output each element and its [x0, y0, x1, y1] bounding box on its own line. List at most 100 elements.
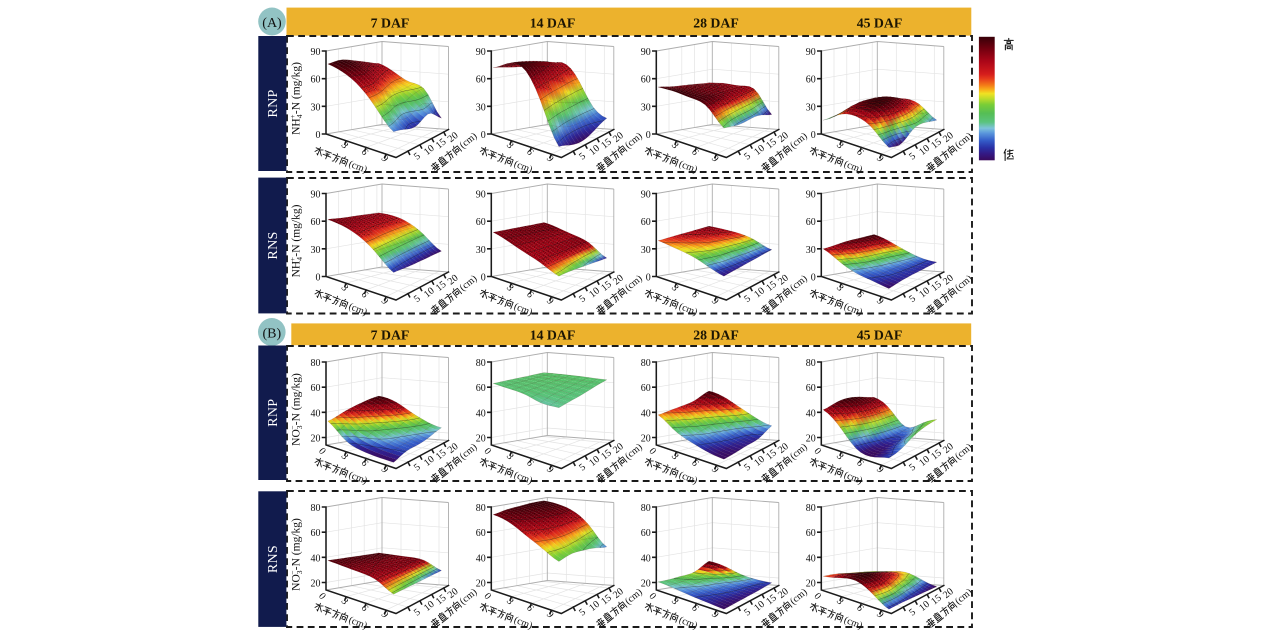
svg-text:(cm): (cm): [842, 159, 864, 176]
svg-text:20: 20: [476, 579, 486, 590]
svg-text:0: 0: [481, 130, 486, 141]
svg-text:60: 60: [476, 217, 486, 228]
svg-text:9: 9: [709, 610, 721, 621]
svg-text:3: 3: [339, 596, 351, 607]
svg-text:60: 60: [311, 383, 321, 394]
svg-text:5: 5: [742, 462, 753, 474]
svg-text:40: 40: [806, 553, 816, 564]
svg-text:40: 40: [641, 553, 651, 564]
svg-text:15: 15: [764, 448, 779, 463]
svg-text:20: 20: [311, 434, 321, 445]
svg-text:40: 40: [311, 553, 321, 564]
svg-text:10: 10: [917, 143, 932, 158]
svg-text:28 DAF: 28 DAF: [693, 328, 739, 343]
svg-text:90: 90: [311, 190, 321, 201]
svg-text:15: 15: [599, 448, 614, 463]
svg-text:14 DAF: 14 DAF: [530, 16, 576, 31]
svg-text:5: 5: [742, 607, 753, 619]
svg-text:30: 30: [641, 102, 651, 113]
svg-text:9: 9: [379, 465, 391, 476]
svg-text:10: 10: [752, 285, 767, 300]
svg-text:30: 30: [641, 245, 651, 256]
svg-text:5: 5: [577, 462, 588, 474]
svg-text:80: 80: [476, 503, 486, 514]
svg-text:0: 0: [481, 273, 486, 284]
svg-text:90: 90: [806, 190, 816, 201]
svg-text:3: 3: [504, 451, 516, 462]
svg-text:5: 5: [577, 607, 588, 619]
svg-text:60: 60: [641, 217, 651, 228]
svg-text:20: 20: [641, 579, 651, 590]
svg-text:RNP: RNP: [266, 89, 281, 117]
svg-text:(cm): (cm): [788, 131, 810, 151]
svg-text:30: 30: [806, 245, 816, 256]
svg-text:3: 3: [339, 140, 351, 151]
svg-text:5: 5: [412, 607, 423, 619]
svg-text:RNS: RNS: [266, 545, 281, 573]
svg-text:0: 0: [811, 273, 816, 284]
svg-text:9: 9: [874, 154, 886, 165]
svg-text:90: 90: [806, 47, 816, 58]
svg-text:(cm): (cm): [347, 301, 369, 318]
svg-text:90: 90: [641, 47, 651, 58]
svg-text:NO3−-N (mg/kg): NO3−-N (mg/kg): [288, 373, 304, 446]
svg-text:60: 60: [476, 75, 486, 86]
svg-text:10: 10: [917, 285, 932, 300]
svg-text:10: 10: [422, 454, 437, 469]
svg-text:5: 5: [907, 607, 918, 619]
svg-text:(cm): (cm): [623, 587, 645, 607]
svg-text:80: 80: [476, 358, 486, 369]
svg-text:40: 40: [806, 408, 816, 419]
svg-text:(cm): (cm): [458, 131, 480, 151]
svg-text:9: 9: [379, 296, 391, 307]
svg-text:6: 6: [359, 603, 371, 614]
svg-text:(cm): (cm): [512, 615, 534, 632]
svg-text:80: 80: [641, 358, 651, 369]
svg-text:6: 6: [359, 147, 371, 158]
svg-text:30: 30: [806, 102, 816, 113]
svg-text:5: 5: [742, 151, 753, 163]
svg-text:10: 10: [422, 143, 437, 158]
svg-text:0: 0: [316, 273, 321, 284]
svg-text:3: 3: [834, 283, 846, 294]
svg-text:10: 10: [752, 454, 767, 469]
svg-text:9: 9: [544, 610, 556, 621]
svg-text:3: 3: [504, 283, 516, 294]
svg-text:5: 5: [412, 462, 423, 474]
svg-text:30: 30: [311, 102, 321, 113]
svg-text:3: 3: [834, 451, 846, 462]
svg-text:(cm): (cm): [512, 159, 534, 176]
svg-text:9: 9: [709, 296, 721, 307]
svg-text:60: 60: [806, 217, 816, 228]
svg-text:9: 9: [379, 610, 391, 621]
svg-text:20: 20: [806, 434, 816, 445]
svg-text:(cm): (cm): [512, 470, 534, 487]
svg-text:0: 0: [646, 446, 658, 457]
svg-text:45 DAF: 45 DAF: [857, 16, 903, 31]
svg-text:15: 15: [434, 279, 449, 294]
svg-text:15: 15: [764, 279, 779, 294]
svg-text:9: 9: [544, 154, 556, 165]
svg-text:0: 0: [646, 130, 651, 141]
svg-text:15: 15: [434, 137, 449, 152]
svg-text:9: 9: [544, 465, 556, 476]
svg-text:NH4+-N (mg/kg): NH4+-N (mg/kg): [288, 204, 304, 277]
svg-text:(cm): (cm): [788, 273, 810, 293]
svg-text:(cm): (cm): [623, 273, 645, 293]
svg-text:30: 30: [476, 245, 486, 256]
svg-text:0: 0: [316, 446, 328, 457]
svg-text:0: 0: [481, 446, 493, 457]
svg-text:10: 10: [917, 599, 932, 614]
svg-text:9: 9: [874, 610, 886, 621]
svg-text:(cm): (cm): [788, 587, 810, 607]
svg-text:10: 10: [587, 285, 602, 300]
svg-text:(cm): (cm): [458, 442, 480, 462]
svg-text:6: 6: [689, 603, 701, 614]
svg-text:3: 3: [834, 140, 846, 151]
svg-text:6: 6: [524, 289, 536, 300]
svg-text:3: 3: [504, 140, 516, 151]
svg-text:10: 10: [422, 599, 437, 614]
svg-text:15: 15: [599, 593, 614, 608]
svg-text:9: 9: [874, 465, 886, 476]
svg-text:(cm): (cm): [623, 442, 645, 462]
